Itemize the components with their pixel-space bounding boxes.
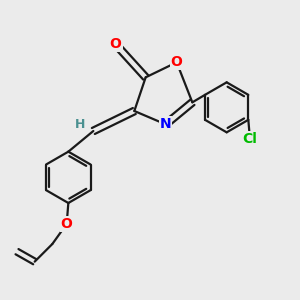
Text: N: N [160,117,172,131]
Text: O: O [61,217,73,231]
Text: H: H [75,118,85,131]
Text: O: O [110,37,122,51]
Text: O: O [171,55,183,69]
Text: Cl: Cl [242,132,257,146]
